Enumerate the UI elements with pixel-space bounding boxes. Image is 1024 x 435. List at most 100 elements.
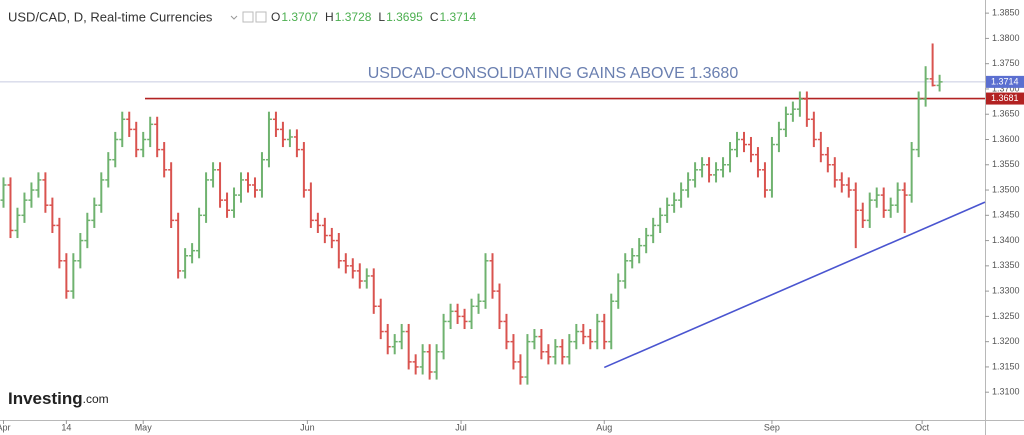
ohlc-bar — [852, 182, 859, 249]
overlays — [0, 81, 986, 369]
ohlc-bar — [817, 131, 824, 163]
ohlc-bar — [140, 131, 147, 158]
ohlc-bar — [272, 111, 279, 137]
ohlc-bar — [803, 91, 810, 127]
ohlc-bar — [196, 207, 203, 259]
ohlc-bar — [685, 172, 692, 198]
x-tick-label: Oct — [915, 422, 930, 432]
header: USD/CAD, D, Real-time Currencies O 1.3707… — [8, 9, 477, 24]
ohlc-bar — [56, 217, 63, 269]
x-tick-label: May — [135, 422, 153, 432]
grid — [2, 12, 989, 424]
dropdown-icon[interactable] — [230, 15, 238, 20]
ohlc-bar — [279, 121, 286, 148]
ohlc-bar — [21, 192, 28, 223]
ohlc-bar — [126, 111, 133, 137]
ohlc-bar — [775, 121, 782, 153]
ohlc-bar — [664, 197, 671, 223]
y-tick-label: 1.3650 — [992, 109, 1020, 119]
ohlc-key: H — [325, 10, 334, 24]
ohlc-bar — [105, 152, 112, 188]
icon[interactable] — [255, 11, 267, 23]
ohlc-bar — [63, 253, 70, 299]
ohlc-bar — [734, 131, 741, 158]
ohlc-bar — [517, 354, 524, 385]
ohlc-bar — [182, 248, 189, 279]
y-tick-label: 1.3350 — [992, 260, 1020, 270]
ohlc-value: 1.3728 — [335, 10, 372, 24]
ohlc-bar — [838, 172, 845, 193]
ohlc-bar — [566, 334, 573, 365]
ohlc-bar — [363, 268, 370, 289]
ohlc-bar — [573, 323, 580, 350]
ohlc-bar — [929, 43, 936, 87]
ohlc-bar — [426, 344, 433, 380]
ohlc-bar — [307, 182, 314, 228]
logo-main: Investing — [8, 389, 83, 408]
ohlc-bar — [901, 182, 908, 233]
ohlc-bar — [328, 227, 335, 249]
x-tick-label: Jun — [300, 422, 315, 432]
ohlc-bar — [49, 197, 56, 233]
ohlc-bar — [747, 136, 754, 163]
ohlc-bar — [699, 157, 706, 178]
ohlc-bar — [321, 217, 328, 244]
ohlc-bar — [98, 172, 105, 213]
ohlc-bar — [405, 323, 412, 370]
ohlc-bar — [894, 182, 901, 213]
ohlc-bar — [28, 182, 35, 208]
level-price-label: 1.3681 — [991, 93, 1019, 103]
ohlc-bar — [258, 152, 265, 198]
trend-line — [603, 201, 986, 369]
ohlc-bar — [293, 129, 300, 158]
ohlc-value: 1.3695 — [386, 10, 423, 24]
y-tick-label: 1.3150 — [992, 361, 1020, 371]
ohlc-bar — [643, 227, 650, 254]
y-tick-label: 1.3100 — [992, 387, 1020, 397]
ohlc-bar — [84, 212, 91, 249]
ohlc-bar — [231, 187, 238, 218]
ohlc-bar — [531, 329, 538, 350]
ohlc-bar — [14, 207, 21, 239]
ohlc-bar — [133, 121, 140, 158]
logo-suffix: .com — [83, 392, 109, 406]
ohlc-bar — [314, 212, 321, 233]
ohlc-bar — [335, 232, 342, 269]
bars — [0, 43, 943, 385]
ohlc-bar — [740, 131, 747, 153]
y-tick-label: 1.3400 — [992, 235, 1020, 245]
ohlc-bar — [601, 313, 608, 350]
y-tick-label: 1.3600 — [992, 134, 1020, 144]
ohlc-key: L — [378, 10, 385, 24]
y-tick-label: 1.3550 — [992, 159, 1020, 169]
ohlc-bar — [859, 202, 866, 228]
ohlc-bar — [866, 192, 873, 228]
ohlc-bar — [447, 303, 454, 330]
ohlc-bar — [154, 116, 161, 158]
ohlc-bar — [70, 253, 77, 299]
ohlc-bar — [210, 162, 217, 188]
ohlc-bar — [391, 334, 398, 355]
ohlc-bar — [789, 101, 796, 122]
logo: Investing.com — [8, 389, 109, 408]
y-tick-label: 1.3450 — [992, 210, 1020, 220]
ohlc-bar — [629, 248, 636, 269]
ohlc-bar — [244, 172, 251, 193]
ohlc-bar — [503, 313, 510, 350]
ohlc-bar — [594, 313, 601, 350]
icon[interactable] — [242, 11, 254, 23]
ohlc-bar — [342, 253, 349, 274]
ohlc-bar — [810, 111, 817, 148]
ohlc-bar — [782, 106, 789, 137]
y-tick-label: 1.3300 — [992, 285, 1020, 295]
ohlc-bar — [384, 323, 391, 355]
ohlc-bar — [678, 182, 685, 208]
ohlc-bar — [727, 142, 734, 173]
y-tick-label: 1.3800 — [992, 33, 1020, 43]
ohlc-bar — [412, 354, 419, 375]
ohlc-bar — [175, 212, 182, 279]
ohlc-bar — [524, 334, 531, 385]
last-price-box — [986, 75, 1024, 88]
ohlc-bar — [908, 142, 915, 203]
ohlc-bar — [706, 157, 713, 183]
